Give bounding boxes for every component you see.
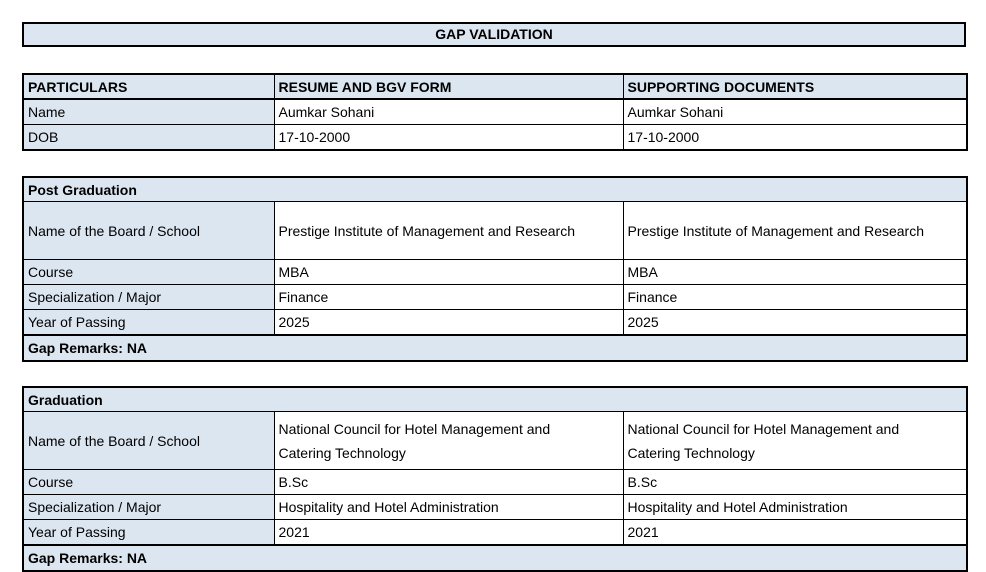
row-label: Specialization / Major: [22, 494, 275, 520]
table-row-dob: DOB 17-10-2000 17-10-2000: [22, 124, 968, 151]
row-value-resume: National Council for Hotel Management an…: [273, 411, 624, 470]
row-label: Name of the Board / School: [22, 411, 275, 470]
row-value-supporting: MBA: [622, 259, 968, 285]
row-label: Course: [22, 469, 275, 495]
row-value-supporting: 2025: [622, 309, 968, 336]
row-value-supporting: National Council for Hotel Management an…: [622, 411, 968, 470]
column-header-resume-bgv: RESUME AND BGV FORM: [273, 73, 624, 100]
row-label: DOB: [22, 124, 275, 151]
row-label: Course: [22, 259, 275, 285]
particulars-header-row: PARTICULARS RESUME AND BGV FORM SUPPORTI…: [22, 73, 968, 100]
row-value-resume: Prestige Institute of Management and Res…: [273, 201, 624, 260]
table-row-year-of-passing: Year of Passing 2025 2025: [22, 309, 968, 336]
column-header-supporting-docs: SUPPORTING DOCUMENTS: [622, 73, 968, 100]
row-value-supporting: Finance: [622, 284, 968, 310]
row-value-supporting: 17-10-2000: [622, 124, 968, 151]
section-title: Graduation: [22, 386, 968, 412]
gap-remarks-text: Gap Remarks: NA: [22, 544, 968, 572]
table-row-course: Course B.Sc B.Sc: [22, 469, 968, 495]
row-value-resume: Finance: [273, 284, 624, 310]
graduation-table: Graduation Name of the Board / School Na…: [22, 386, 969, 572]
row-value-supporting: Aumkar Sohani: [622, 98, 968, 125]
row-value-resume: 2025: [273, 309, 624, 336]
board-name-text: National Council for Hotel Management an…: [627, 420, 900, 461]
row-value-supporting: Hospitality and Hotel Administration: [622, 494, 968, 520]
gap-remarks-row: Gap Remarks: NA: [22, 334, 968, 362]
section-header-row: Graduation: [22, 386, 968, 412]
table-row-board-school: Name of the Board / School National Coun…: [22, 411, 968, 470]
row-value-resume: 17-10-2000: [273, 124, 624, 151]
gap-remarks-text: Gap Remarks: NA: [22, 334, 968, 362]
table-row-course: Course MBA MBA: [22, 259, 968, 285]
row-label: Year of Passing: [22, 309, 275, 336]
table-row-name: Name Aumkar Sohani Aumkar Sohani: [22, 98, 968, 125]
table-row-year-of-passing: Year of Passing 2021 2021: [22, 519, 968, 546]
row-value-supporting: B.Sc: [622, 469, 968, 495]
table-row-board-school: Name of the Board / School Prestige Inst…: [22, 201, 968, 260]
row-value-resume: 2021: [273, 519, 624, 546]
board-name-text: National Council for Hotel Management an…: [278, 420, 551, 461]
row-value-resume: Aumkar Sohani: [273, 98, 624, 125]
row-value-resume: Hospitality and Hotel Administration: [273, 494, 624, 520]
board-name-text: Prestige Institute of Management and Res…: [627, 222, 925, 239]
board-name-text: Prestige Institute of Management and Res…: [278, 222, 576, 239]
section-title: Post Graduation: [22, 176, 968, 202]
column-header-particulars: PARTICULARS: [22, 73, 275, 100]
particulars-table: PARTICULARS RESUME AND BGV FORM SUPPORTI…: [22, 73, 968, 151]
row-value-supporting: Prestige Institute of Management and Res…: [622, 201, 968, 260]
post-graduation-table: Post Graduation Name of the Board / Scho…: [22, 176, 969, 362]
row-label: Name: [22, 98, 275, 125]
row-value-resume: MBA: [273, 259, 624, 285]
table-row-specialization: Specialization / Major Hospitality and H…: [22, 494, 968, 520]
page-title: GAP VALIDATION: [22, 22, 966, 47]
row-label: Specialization / Major: [22, 284, 275, 310]
gap-remarks-row: Gap Remarks: NA: [22, 544, 968, 572]
row-value-supporting: 2021: [622, 519, 968, 546]
row-label: Year of Passing: [22, 519, 275, 546]
table-row-specialization: Specialization / Major Finance Finance: [22, 284, 968, 310]
row-label: Name of the Board / School: [22, 201, 275, 260]
section-header-row: Post Graduation: [22, 176, 968, 202]
row-value-resume: B.Sc: [273, 469, 624, 495]
